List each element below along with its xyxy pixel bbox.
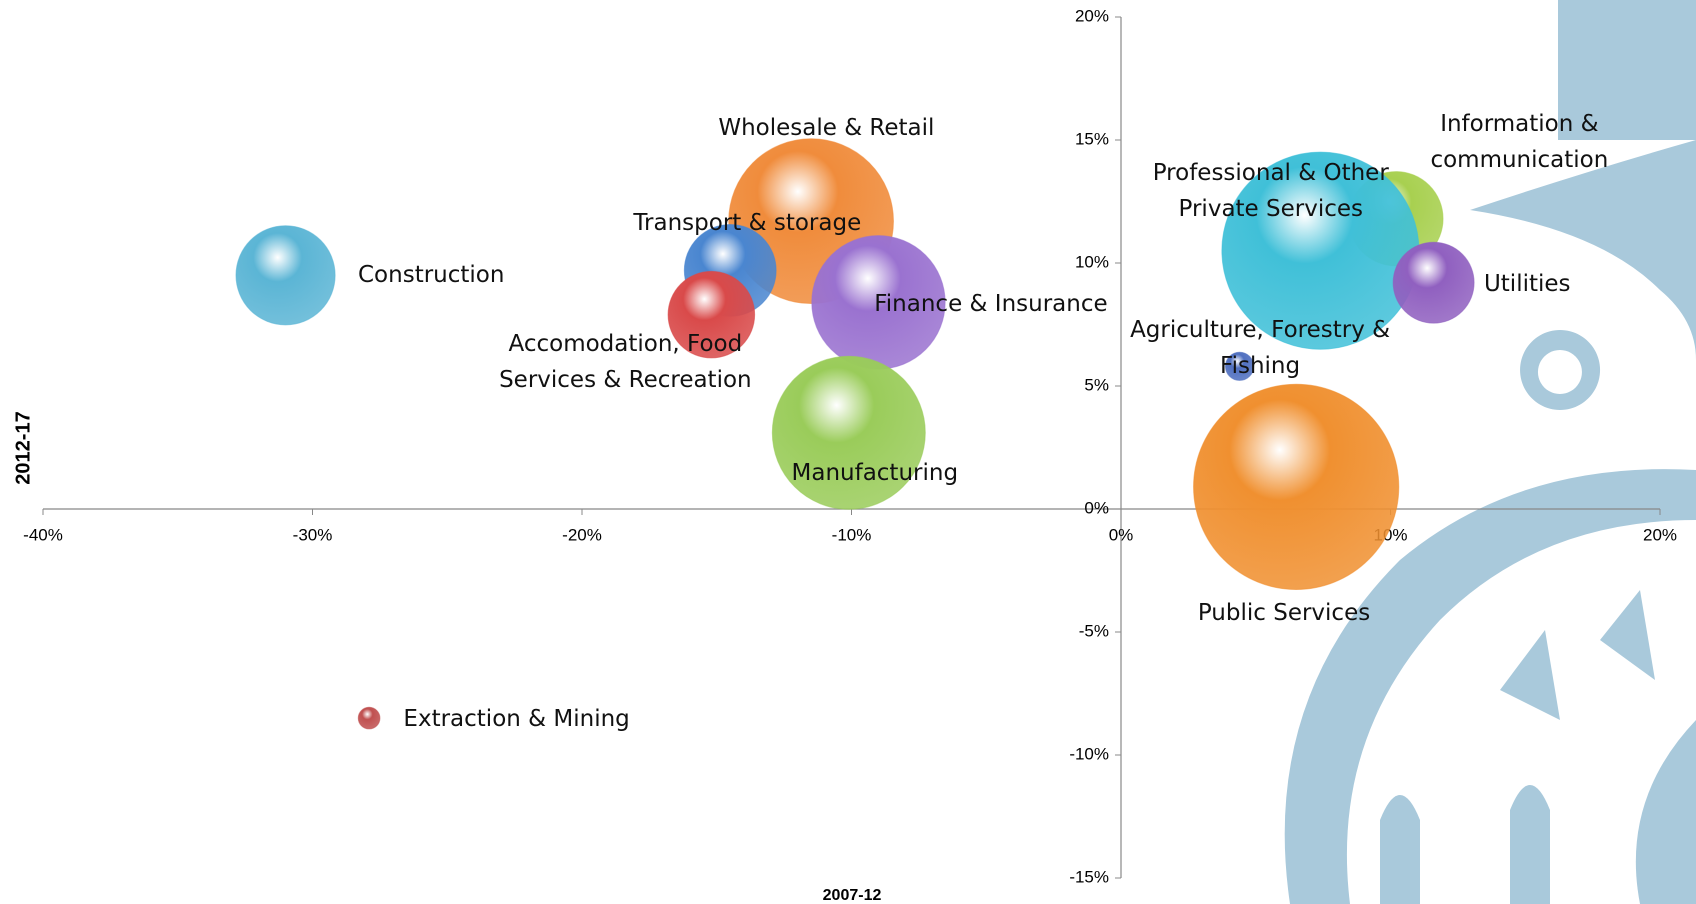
bubble-label: Utilities [1483,271,1571,298]
bubble-label: Wholesale & Retail [718,114,935,141]
y-tick-label: 0% [1084,498,1109,517]
x-tick-label: -20% [562,525,602,544]
y-tick-label: 15% [1075,129,1109,148]
bubble-label: Public Services [1197,600,1371,627]
bubble [357,706,381,730]
bubble [667,270,756,359]
bubble-label: Construction [358,261,505,288]
bubble-label: Professional & Other Private Services [1152,160,1389,223]
bubble-label: Agriculture, Forestry & Fishing [1130,317,1391,380]
x-tick-label: 20% [1643,525,1677,544]
y-axis-title: 2012-17 [12,411,34,484]
y-tick-label: 10% [1075,252,1109,271]
bubble-label: Extraction & Mining [403,706,630,733]
y-tick-label: 5% [1084,375,1109,394]
bubble-label: Manufacturing [791,459,959,486]
y-tick-label: -5% [1079,621,1109,640]
x-axis-title: 2007-12 [823,887,882,904]
y-tick-label: 20% [1075,6,1109,25]
bubble [771,355,926,510]
x-tick-label: -40% [23,525,63,544]
y-tick-label: -10% [1069,744,1109,763]
bubble-label: Transport & storage [633,209,862,236]
bubble-label: Information & communication [1430,110,1609,173]
x-tick-label: 0% [1109,525,1134,544]
y-tick-label: -15% [1069,867,1109,886]
x-tick-label: -30% [293,525,333,544]
background-decoration [1284,0,1696,904]
bubble-label: Finance & Insurance [874,290,1108,317]
bubble [1193,383,1400,590]
bubble [235,225,336,326]
bubble [1224,351,1255,381]
bubble-label: Accomodation, Food Services & Recreation [499,331,752,394]
x-tick-label: -10% [832,525,872,544]
bubble [1392,241,1475,324]
